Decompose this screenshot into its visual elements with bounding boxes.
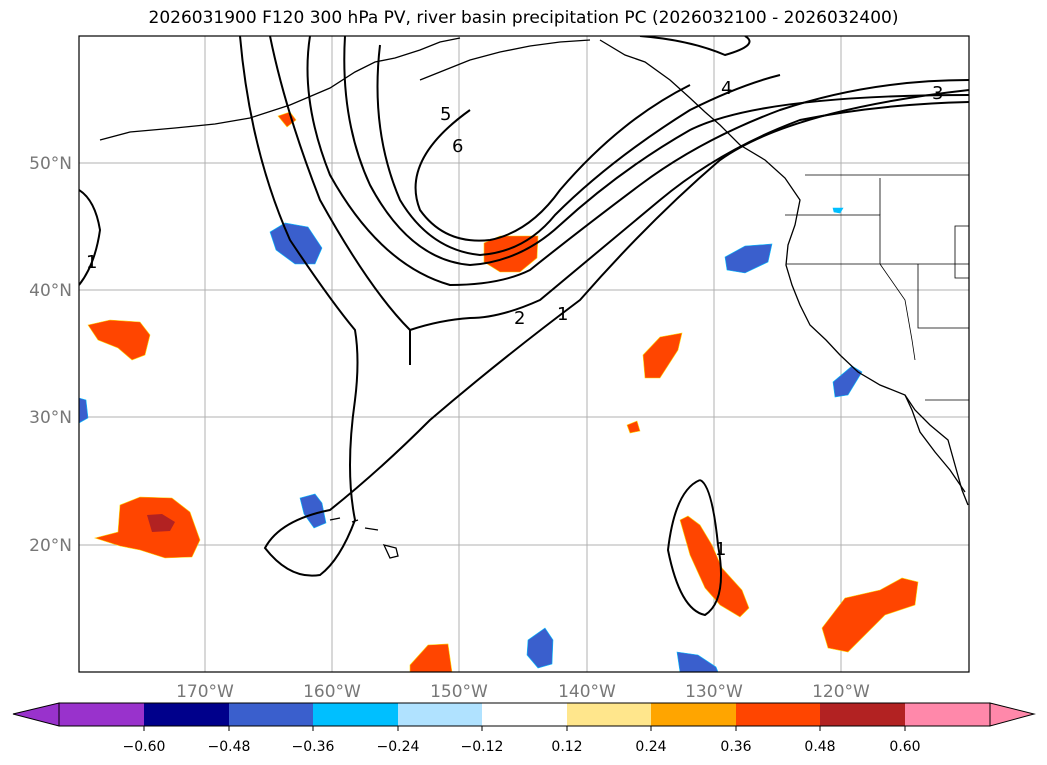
colorbar: −0.60 −0.48 −0.36 −0.24 −0.12 0.12 0.24 … [12, 702, 1036, 755]
precip-blob-positive [409, 643, 453, 672]
lon-label: 170°W [176, 682, 234, 702]
lon-label: 130°W [685, 682, 743, 702]
contour-label: 1 [86, 252, 97, 273]
precip-blob-positive [821, 577, 919, 653]
coastlines [99, 37, 969, 559]
precip-blob-negative [526, 627, 554, 669]
colorbar-segment [144, 703, 229, 726]
lat-label: 50°N [29, 154, 72, 174]
lat-label: 20°N [29, 536, 72, 556]
colorbar-frame [58, 702, 991, 727]
colorbar-tick-label: −0.12 [461, 739, 504, 755]
graticule [79, 36, 969, 672]
precip-blob-negative [724, 243, 773, 274]
colorbar-ticks [143, 726, 906, 731]
longitude-labels: 170°W 160°W 150°W 140°W 130°W 120°W [176, 682, 870, 702]
contour-label: 5 [440, 104, 451, 125]
colorbar-tick-label: −0.48 [208, 739, 251, 755]
aleutian-islands [99, 37, 461, 141]
precip-blob-positive [87, 319, 151, 361]
colorbar-segment [905, 703, 990, 726]
colorbar-tick-label: −0.36 [292, 739, 335, 755]
precip-blob-positive [679, 515, 750, 618]
colorbar-tick-label: −0.24 [377, 739, 420, 755]
contour-label: 2 [514, 308, 525, 329]
north-america-coast [599, 39, 969, 506]
colorbar-segment [59, 703, 144, 726]
pv-contour-5 [376, 44, 781, 257]
political-borders [785, 174, 969, 401]
colorbar-tick-label: 0.12 [551, 739, 582, 755]
map-panel: 1 2 3 4 5 6 1 1 [79, 36, 969, 672]
contour-label: 6 [452, 136, 463, 157]
colorbar-segment [736, 703, 820, 726]
baja-coast [904, 394, 966, 493]
precip-blob-positive [626, 420, 641, 434]
lon-label: 160°W [303, 682, 361, 702]
figure-title: 2026031900 F120 300 hPa PV, river basin … [148, 8, 899, 28]
precip-blob-strong-positive [147, 514, 175, 532]
alaska-coast [419, 39, 591, 81]
pv-contour-1 [239, 36, 969, 577]
colorbar-tick-label: 0.24 [635, 739, 666, 755]
colorbar-extend-low [12, 702, 60, 727]
colorbar-segment [482, 703, 567, 726]
lon-label: 140°W [558, 682, 616, 702]
precip-blob-positive [642, 332, 683, 379]
lat-label: 30°N [29, 408, 72, 428]
colorbar-extend-high [989, 702, 1036, 727]
precip-blob-negative [832, 365, 863, 398]
latitude-labels: 50°N 40°N 30°N 20°N [29, 154, 72, 556]
precip-blob-negative [676, 651, 719, 672]
colorbar-segment [820, 703, 905, 726]
pv-contour-6 [414, 84, 691, 242]
pv-contour-2 [269, 36, 969, 365]
precip-anomalies [79, 111, 919, 672]
precip-blob-negative [299, 493, 327, 529]
colorbar-segment [567, 703, 651, 726]
colorbar-segment [229, 703, 313, 726]
colorbar-tick-label: 0.60 [889, 739, 920, 755]
pv-contour-1-small [666, 479, 722, 617]
colorbar-segment [651, 703, 736, 726]
precip-blob-negative [832, 207, 844, 214]
contour-label: 1 [557, 304, 568, 325]
precip-blob-negative [79, 397, 89, 424]
lon-label: 150°W [430, 682, 488, 702]
colorbar-segment [398, 703, 482, 726]
contour-label: 4 [721, 78, 732, 99]
pv-contour-4 [343, 36, 969, 267]
map-frame [78, 35, 970, 673]
contour-label: 3 [932, 83, 943, 104]
contour-labels: 1 2 3 4 5 6 1 1 [86, 78, 943, 560]
pv-contour-1-west [79, 189, 102, 286]
colorbar-tick-label: 0.36 [720, 739, 751, 755]
precip-blob-positive [93, 496, 201, 559]
colorbar-segment [313, 703, 398, 726]
precip-blob-negative [269, 222, 323, 265]
colorbar-tick-label: −0.60 [123, 739, 166, 755]
lat-label: 40°N [29, 281, 72, 301]
colorbar-tick-label: 0.48 [804, 739, 835, 755]
contour-label: 1 [715, 539, 726, 560]
pv-contour-6b [639, 36, 751, 57]
pv-contours [79, 36, 969, 617]
lon-label: 120°W [812, 682, 870, 702]
pv-contour-3 [306, 36, 969, 287]
